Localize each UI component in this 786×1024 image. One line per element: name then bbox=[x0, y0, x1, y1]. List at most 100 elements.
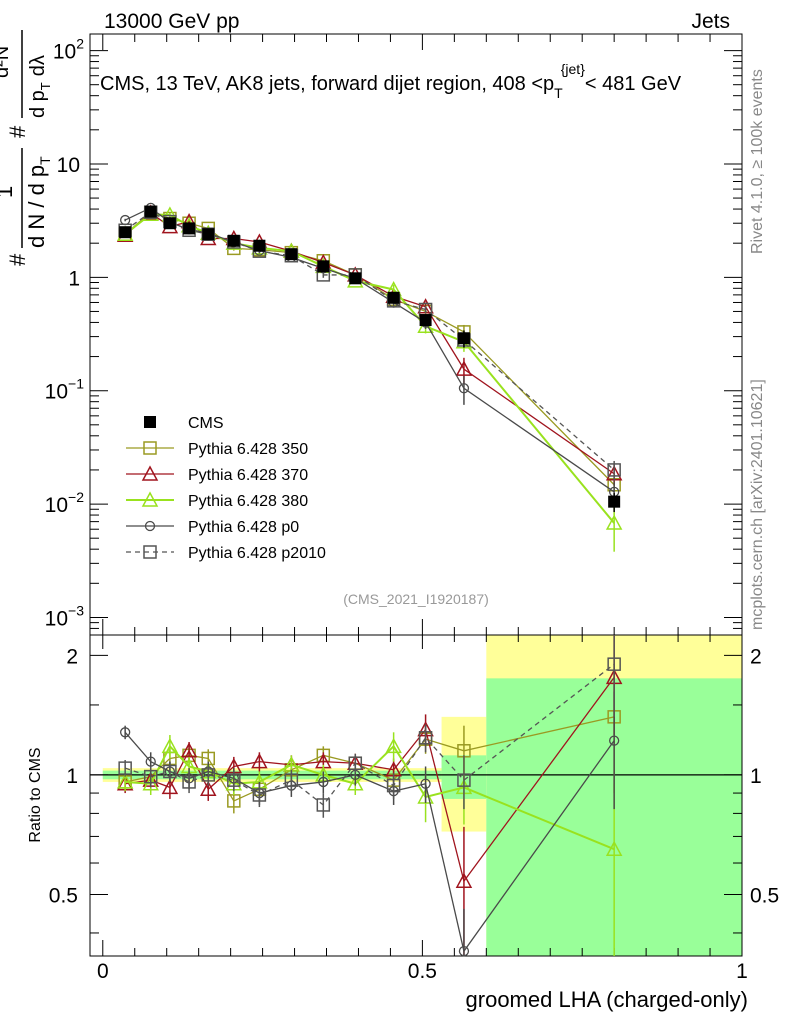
ratio-point-p0 bbox=[609, 735, 620, 746]
legend-entry-p380: Pythia 6.428 380 bbox=[126, 491, 308, 510]
ylabel-hash-1: # bbox=[5, 253, 30, 266]
ratio-point-p2010 bbox=[252, 788, 267, 802]
main-y-tick-label: 10−3 bbox=[45, 602, 85, 630]
data-point-cms bbox=[253, 239, 266, 252]
svg-text:CMS, 13 TeV, AK8 jets, forward: CMS, 13 TeV, AK8 jets, forward dijet reg… bbox=[100, 61, 682, 101]
data-point-cms bbox=[183, 222, 196, 235]
ratio-point-p2010 bbox=[386, 778, 401, 793]
plot-title: CMS, 13 TeV, AK8 jets, forward dijet reg… bbox=[100, 61, 682, 101]
main-series-layer bbox=[116, 202, 623, 552]
ratio-point-p0 bbox=[420, 778, 431, 789]
ratio-point-p0 bbox=[458, 945, 470, 957]
data-point-cms bbox=[419, 314, 432, 327]
ratio-point-p2010 bbox=[118, 761, 132, 775]
header-energy: 13000 GeV pp bbox=[104, 10, 239, 33]
legend-entry-p2010: Pythia 6.428 p2010 bbox=[126, 545, 326, 562]
data-point-cms bbox=[349, 272, 362, 285]
ratio-point-p2010 bbox=[348, 756, 363, 770]
legend-entry-cms: CMS bbox=[144, 415, 224, 432]
ratio-y-tick-label: 1 bbox=[66, 765, 78, 788]
ratio-series-p2010 bbox=[118, 635, 621, 818]
ratio-y-tick-label-right: 0.5 bbox=[750, 884, 779, 907]
x-tick-label: 0.5 bbox=[408, 960, 437, 983]
ylabel-one: 1 bbox=[0, 186, 17, 198]
ylabel-dpt-dlambda: d pTdλ bbox=[27, 55, 53, 118]
legend-marker-p370 bbox=[141, 465, 159, 481]
data-point-cms bbox=[608, 495, 621, 508]
ratio-y-tick-label-right: 2 bbox=[750, 645, 762, 668]
data-point-cms bbox=[163, 217, 176, 230]
title-sub: T bbox=[554, 85, 563, 101]
main-y-tick-label: 1 bbox=[68, 267, 80, 290]
tick-exponent: −1 bbox=[68, 376, 84, 392]
ratio-point-p2010 bbox=[182, 775, 196, 789]
ratio-point-p0 bbox=[145, 756, 156, 767]
data-point-p380 bbox=[605, 514, 623, 530]
data-point-cms bbox=[144, 205, 157, 218]
main-y-label: # 1 d N / d pT # d²N d pTdλ bbox=[0, 30, 53, 266]
ylabel-hash-2: # bbox=[5, 125, 30, 138]
legend-marker-p2010 bbox=[143, 545, 157, 559]
series-p0 bbox=[120, 202, 620, 506]
ratio-line-p0 bbox=[124, 731, 615, 953]
ratio-line-p380 bbox=[125, 744, 615, 851]
ratio-y-tick-label: 2 bbox=[66, 645, 78, 668]
x-tick-label: 1 bbox=[736, 960, 748, 983]
ratio-point-p2010 bbox=[607, 657, 621, 671]
ratio-point-p2010 bbox=[143, 769, 158, 784]
data-point-cms bbox=[227, 234, 240, 247]
legend-entry-p0: Pythia 6.428 p0 bbox=[126, 519, 299, 536]
legend-marker-p0 bbox=[144, 520, 156, 532]
ratio-line-p2010 bbox=[124, 663, 615, 806]
tick-base: 10 bbox=[45, 607, 68, 630]
data-point-cms bbox=[119, 226, 132, 239]
legend-marker-p380 bbox=[141, 491, 159, 507]
ratio-line-p350 bbox=[125, 716, 615, 802]
ratio-point-p2010 bbox=[163, 764, 177, 779]
ratio-point-p2010 bbox=[201, 768, 216, 782]
title-sup: {jet} bbox=[561, 61, 585, 77]
ratio-point-p380 bbox=[347, 775, 364, 791]
ratio-point-p370 bbox=[251, 753, 268, 769]
tick-base: 10 bbox=[53, 41, 76, 64]
title-suffix: < 481 GeV bbox=[585, 73, 682, 95]
main-y-tick-label: 10−1 bbox=[45, 376, 85, 404]
tick-exponent: −2 bbox=[68, 489, 84, 505]
data-point-cms bbox=[285, 248, 298, 261]
x-tick-label: 0 bbox=[97, 960, 109, 983]
ratio-point-p2010 bbox=[418, 731, 433, 745]
analysis-watermark: (CMS_2021_I1920187) bbox=[343, 591, 489, 607]
data-point-p370 bbox=[455, 360, 473, 376]
ratio-point-p370 bbox=[161, 778, 179, 795]
tick-base: 10 bbox=[45, 494, 68, 517]
ratio-point-p0 bbox=[318, 776, 329, 788]
data-point-p2010 bbox=[607, 463, 621, 477]
data-point-cms bbox=[457, 332, 470, 345]
ratio-point-p2010 bbox=[284, 773, 299, 787]
legend-label-p350: Pythia 6.428 350 bbox=[188, 441, 308, 458]
ratio-panel-frame bbox=[89, 634, 743, 957]
ratio-point-p380 bbox=[161, 737, 179, 754]
ratio-point-p370 bbox=[199, 780, 217, 797]
ratio-y-label: Ratio to CMS bbox=[27, 747, 44, 842]
legend-entry-p370: Pythia 6.428 370 bbox=[126, 465, 308, 484]
ratio-y-tick-label: 0.5 bbox=[49, 884, 78, 907]
ratio-point-p2010 bbox=[457, 773, 471, 787]
legend-label-p370: Pythia 6.428 370 bbox=[188, 467, 308, 484]
series-cms bbox=[119, 205, 621, 513]
tick-base: 10 bbox=[45, 381, 68, 404]
title-prefix: CMS, 13 TeV, AK8 jets, forward dijet reg… bbox=[100, 73, 554, 95]
main-y-tick-label: 10−2 bbox=[45, 489, 85, 517]
data-point-cms bbox=[317, 260, 330, 273]
data-point-cms bbox=[387, 291, 400, 304]
ratio-point-p0 bbox=[120, 727, 131, 738]
ylabel-d2n: d²N bbox=[0, 46, 13, 78]
ratio-point-p380 bbox=[605, 840, 623, 856]
legend: CMS Pythia 6.428 350 Pythia 6.428 370 Pythi… bbox=[126, 415, 326, 562]
legend-label-cms: CMS bbox=[188, 415, 224, 432]
legend-label-p0: Pythia 6.428 p0 bbox=[188, 519, 299, 536]
header-jets: Jets bbox=[691, 10, 730, 33]
tick-exponent: 2 bbox=[76, 36, 84, 52]
data-point-p0 bbox=[458, 383, 470, 394]
legend-entry-p350: Pythia 6.428 350 bbox=[126, 441, 308, 458]
